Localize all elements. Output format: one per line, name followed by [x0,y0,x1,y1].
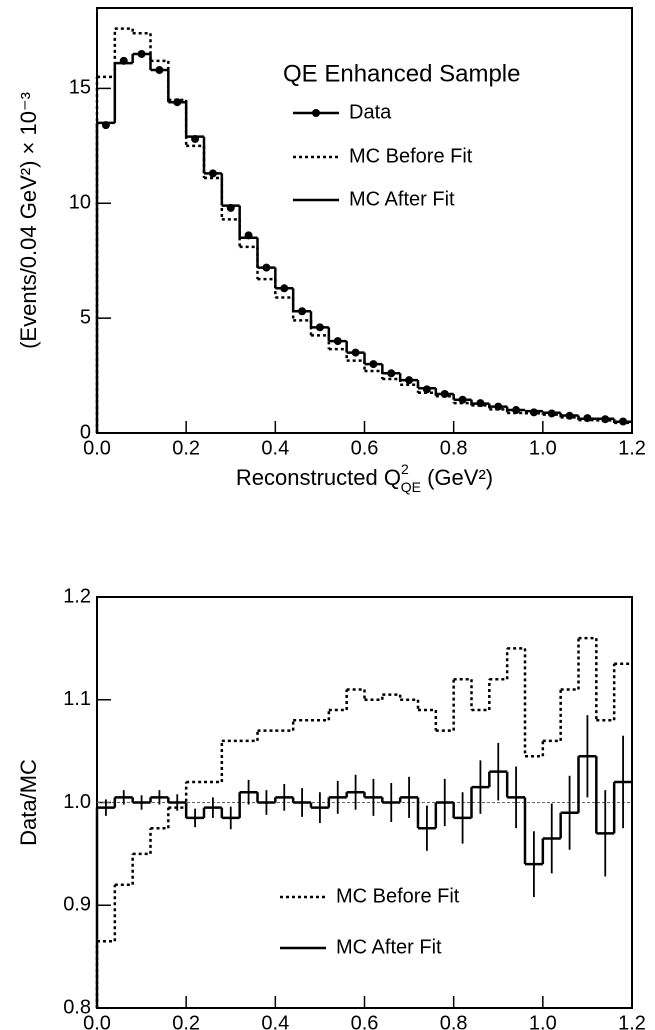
y-tick-label: 5 [80,306,91,328]
x-tick-label: 0.4 [261,437,289,459]
legend-label: MC After Fit [336,936,442,958]
y-axis-label: (Events/0.04 GeV²) × 10⁻³ [16,92,41,349]
legend-marker [312,109,320,117]
y-tick-label: 10 [69,192,91,214]
x-tick-label: 0.6 [351,437,379,459]
x-tick-label: 0.0 [83,1012,111,1030]
y-tick-label: 15 [69,77,91,99]
x-label-rest: (GeV²) [421,465,493,490]
y-tick-label: 1.1 [63,688,91,710]
legend-label: MC Before Fit [349,145,473,167]
x-tick-label: 0.8 [440,437,468,459]
y-tick-label: 1.2 [63,585,91,607]
x-tick-label: 0.2 [172,437,200,459]
x-tick-label: 0.0 [83,437,111,459]
x-tick-label: 0.4 [261,1012,289,1030]
x-tick-label: 1.0 [529,1012,557,1030]
x-tick-label: 0.8 [440,1012,468,1030]
x-label-sup: 2 [401,461,409,477]
legend-label: Data [349,101,392,123]
x-tick-label: 0.2 [172,1012,200,1030]
x-tick-label: 0.6 [351,1012,379,1030]
y-tick-label: 0 [80,421,91,443]
x-label-text: Reconstructed Q [236,465,401,490]
annotation: QE Enhanced Sample [283,60,520,87]
y-axis-label: Data/MC [16,759,41,846]
x-axis-label: Reconstructed Q2 QE (GeV²) [236,461,493,495]
y-tick-label: 1.0 [63,791,91,813]
y-tick-label: 0.8 [63,996,91,1018]
x-label-sub: QE [401,479,421,495]
x-tick-label: 1.2 [618,1012,646,1030]
legend-label: MC After Fit [349,188,455,210]
y-tick-label: 0.9 [63,894,91,916]
legend-label: MC Before Fit [336,885,460,907]
x-tick-label: 1.2 [618,437,646,459]
x-tick-label: 1.0 [529,437,557,459]
